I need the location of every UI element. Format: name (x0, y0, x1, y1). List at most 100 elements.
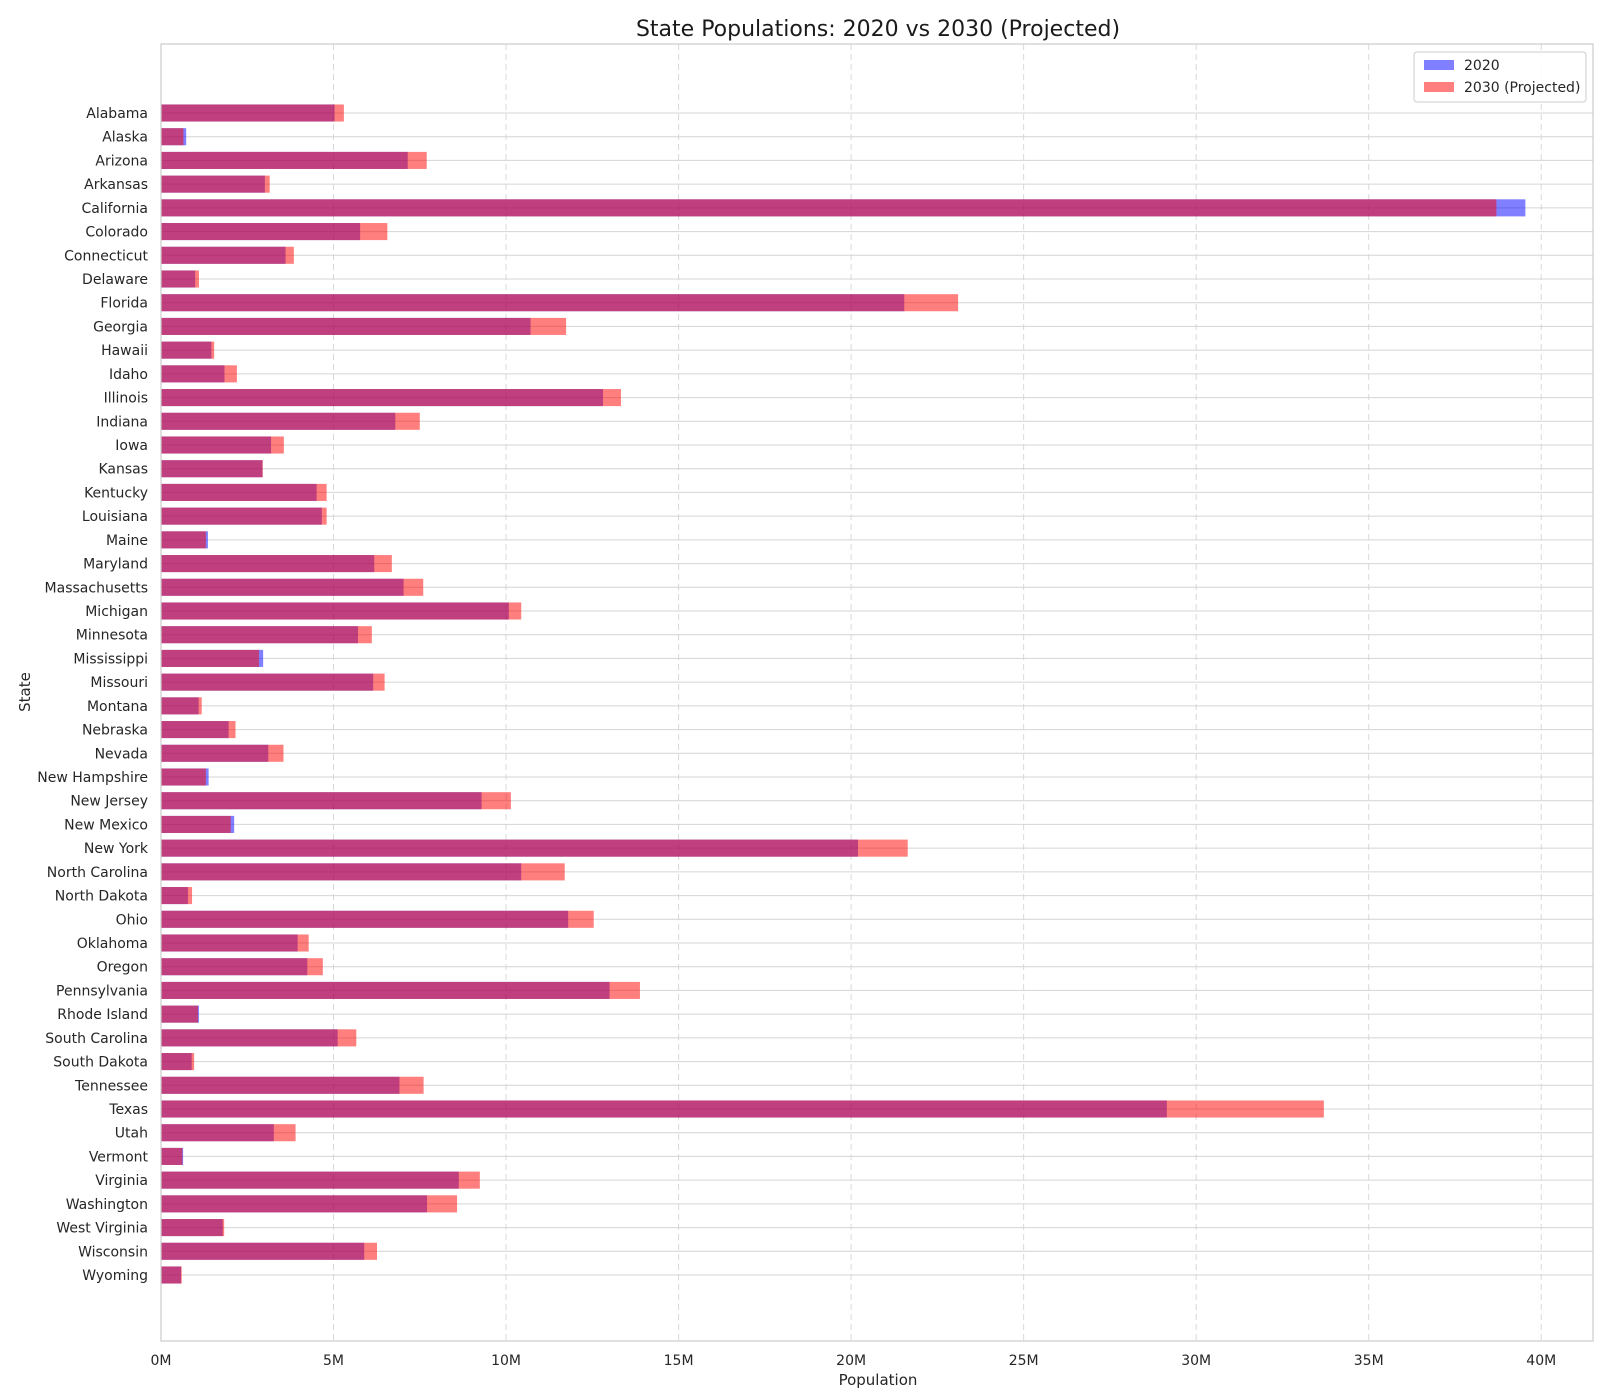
bar (161, 270, 199, 288)
bar (161, 1076, 424, 1094)
y-tick-label: Texas (108, 1102, 148, 1118)
y-tick-label: New Hampshire (37, 770, 148, 786)
y-tick-label: New Mexico (64, 817, 148, 833)
bar (161, 1005, 198, 1023)
bar (161, 602, 522, 620)
bar (161, 1266, 182, 1284)
bar (161, 1053, 195, 1071)
y-axis-label: State (16, 672, 34, 712)
y-tick-label: Rhode Island (57, 1007, 148, 1023)
y-tick-label: Alaska (102, 130, 148, 146)
bar (161, 389, 621, 407)
bar (161, 199, 1497, 217)
bar (161, 1242, 378, 1260)
y-tick-label: Iowa (115, 438, 148, 454)
y-tick-label: Minnesota (76, 628, 148, 644)
y-tick-label: Louisiana (82, 509, 148, 525)
y-tick-label: California (82, 201, 148, 217)
bar (161, 1219, 225, 1237)
bar (161, 1124, 296, 1142)
x-tick-label: 5M (323, 1353, 344, 1369)
x-tick-label: 0M (151, 1353, 172, 1369)
bar (161, 934, 309, 952)
y-tick-label: North Dakota (55, 889, 148, 905)
legend-swatch (1424, 60, 1454, 70)
x-tick-label: 35M (1354, 1353, 1384, 1369)
y-tick-label: Tennessee (74, 1078, 148, 1094)
y-tick-label: Georgia (93, 319, 148, 335)
bar (161, 792, 511, 810)
series-2030-projected (161, 104, 1497, 1284)
y-tick-label: Pennsylvania (56, 983, 148, 999)
chart-title: State Populations: 2020 vs 2030 (Project… (636, 17, 1120, 42)
x-tick-label: 30M (1181, 1353, 1211, 1369)
legend-box (1413, 51, 1587, 103)
y-tick-label: Hawaii (101, 343, 148, 359)
bar (161, 128, 184, 146)
bar (161, 910, 594, 928)
y-tick-label: Colorado (85, 225, 148, 241)
legend-label: 2030 (Projected) (1464, 80, 1580, 96)
y-tick-label: Delaware (82, 272, 148, 288)
bar (161, 531, 206, 549)
bar (161, 1195, 458, 1213)
bar (161, 175, 270, 193)
legend: 2020 2030 (Projected) (1413, 51, 1587, 103)
x-tick-label: 20M (836, 1353, 866, 1369)
bar (161, 1029, 357, 1047)
x-tick-labels: 0M 5M 10M 15M 20M 25M 30M 35M 40M (151, 1353, 1557, 1369)
y-tick-label: Ohio (116, 912, 148, 928)
bar (161, 460, 263, 478)
x-tick-label: 10M (491, 1353, 521, 1369)
y-tick-label: South Dakota (53, 1055, 148, 1071)
y-tick-label: Wyoming (82, 1268, 148, 1284)
bar (161, 1171, 480, 1189)
bar (161, 673, 385, 691)
bar (161, 887, 193, 905)
y-tick-label: Michigan (85, 604, 148, 620)
bar (161, 626, 372, 644)
bar (161, 1147, 183, 1165)
bar (161, 697, 202, 715)
y-tick-label: Missouri (90, 675, 148, 691)
y-tick-label: Kentucky (84, 485, 148, 501)
bar (161, 744, 284, 762)
y-tick-label: Massachusetts (45, 580, 148, 596)
plot-frame (160, 43, 1594, 1342)
bar (161, 151, 427, 169)
bars-group (161, 104, 1526, 1284)
y-tick-label: Maryland (83, 557, 148, 573)
bar (161, 341, 215, 359)
y-tick-label: Indiana (96, 414, 148, 430)
bar (161, 365, 237, 383)
y-tick-label: Virginia (95, 1173, 148, 1189)
y-tick-label: Nebraska (82, 723, 148, 739)
x-tick-label: 25M (1009, 1353, 1039, 1369)
y-tick-label: Mississippi (73, 651, 148, 667)
bar (161, 721, 236, 739)
y-tick-label: Vermont (89, 1149, 149, 1165)
bar (161, 246, 294, 264)
y-tick-label: Idaho (109, 367, 148, 383)
bar (161, 768, 206, 786)
bar (161, 958, 323, 976)
y-tick-label: Nevada (95, 746, 148, 762)
y-tick-labels: Alabama Alaska Arizona Arkansas California Co… (37, 106, 149, 1284)
y-tick-label: Washington (66, 1197, 148, 1213)
bar (161, 863, 565, 881)
bar (161, 555, 392, 573)
bar (161, 1100, 1324, 1118)
bar (161, 223, 388, 241)
bar (161, 981, 640, 999)
y-tick-label: New York (84, 841, 149, 857)
y-tick-label: Connecticut (64, 248, 148, 264)
bar (161, 649, 259, 667)
y-tick-label: Wisconsin (78, 1244, 148, 1260)
x-axis-label: Population (839, 1371, 918, 1389)
y-tick-label: West Virginia (56, 1221, 148, 1237)
y-tick-label: Maine (106, 533, 148, 549)
x-tick-label: 40M (1526, 1353, 1556, 1369)
bar (161, 317, 567, 335)
y-tick-label: Kansas (98, 462, 148, 478)
